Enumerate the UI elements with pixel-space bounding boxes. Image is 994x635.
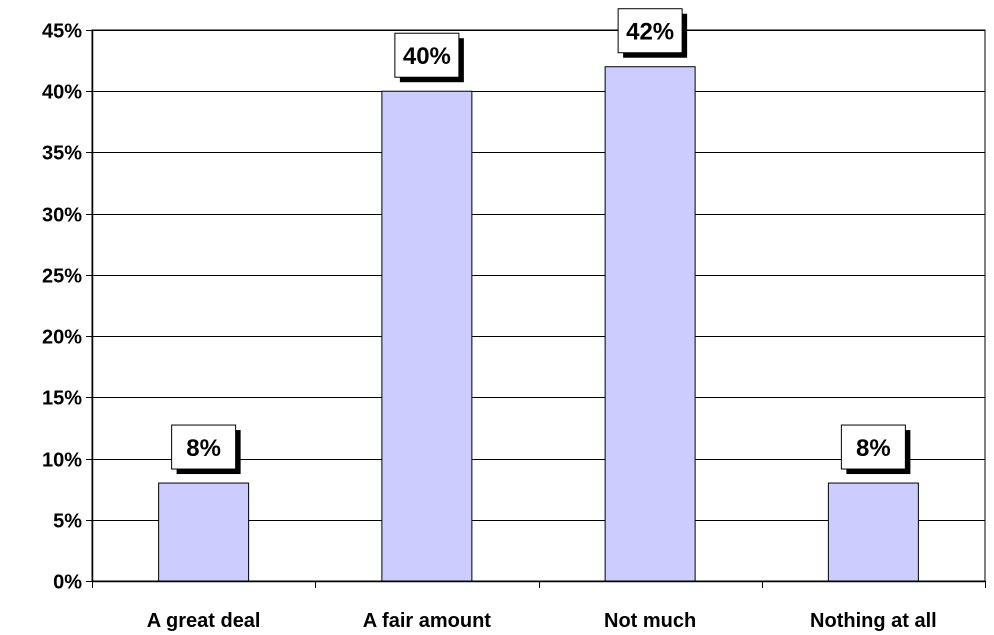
x-category-labels: A great deal A fair amount Not much Nothing… <box>147 610 937 632</box>
y-tick-label: 30% <box>42 205 82 227</box>
y-tick-label: 40% <box>42 82 82 104</box>
x-category-label: Not much <box>604 610 696 632</box>
y-tick-label: 0% <box>53 572 82 594</box>
data-label-box <box>394 32 460 78</box>
y-tick-label: 25% <box>42 266 82 288</box>
bar-0 <box>158 482 250 582</box>
y-tick-label: 20% <box>42 327 82 349</box>
y-tick-label: 35% <box>42 143 82 165</box>
data-label-box <box>617 8 683 54</box>
bar-3 <box>827 482 919 582</box>
data-label-box <box>840 424 906 470</box>
y-tick-label: 5% <box>53 511 82 533</box>
data-labels: 8% 40% 42% 8% <box>171 8 911 475</box>
data-label: 40% <box>403 43 451 70</box>
data-label: 42% <box>626 19 674 46</box>
x-category-label: Nothing at all <box>810 610 937 632</box>
bar-1 <box>381 90 473 582</box>
y-tick-label: 15% <box>42 388 82 410</box>
y-tick-label: 45% <box>42 21 82 43</box>
axes <box>86 29 986 588</box>
y-tick-label: 10% <box>42 450 82 472</box>
data-label: 8% <box>186 435 221 462</box>
data-label-box <box>171 424 237 470</box>
x-category-label: A fair amount <box>363 610 491 632</box>
bars <box>158 66 919 582</box>
bar-2 <box>604 66 696 582</box>
y-tick-labels: 0% 5% 10% 15% 20% 25% 30% 35% 40% 45% <box>42 21 82 594</box>
data-label: 8% <box>856 435 891 462</box>
x-category-label: A great deal <box>147 610 261 632</box>
